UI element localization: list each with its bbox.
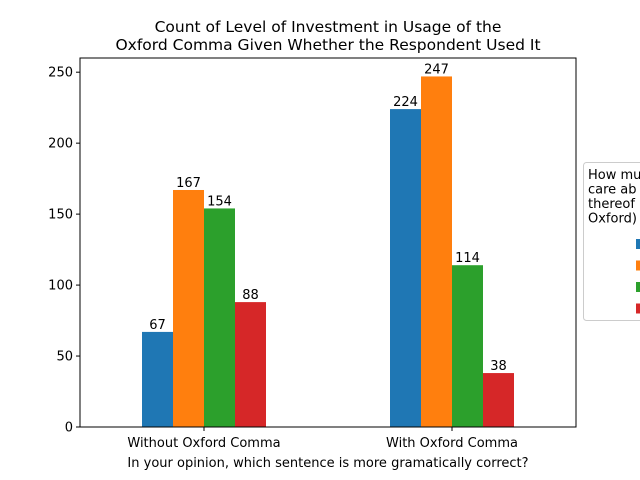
- x-tick-label: Without Oxford Comma: [127, 436, 280, 451]
- bar-1-2: [452, 265, 483, 427]
- y-tick-label: 200: [48, 137, 73, 152]
- bar-0-2: [204, 208, 235, 427]
- legend-swatch-0: [636, 239, 640, 249]
- bar-value-label: 167: [176, 176, 201, 191]
- legend-swatch-1: [636, 260, 640, 271]
- y-tick-label: 100: [48, 279, 73, 294]
- bar-value-label: 224: [393, 95, 418, 110]
- bar-value-label: 88: [242, 288, 259, 303]
- bar-value-label: 38: [490, 359, 507, 374]
- bar-value-label: 67: [149, 318, 166, 333]
- bar-0-3: [235, 302, 266, 427]
- bar-1-0: [390, 109, 421, 427]
- y-tick-label: 250: [48, 66, 73, 81]
- bar-value-label: 114: [455, 251, 480, 266]
- bars-group: [142, 76, 514, 427]
- legend-swatch-2: [636, 282, 640, 292]
- legend-title-line: care ab: [588, 183, 637, 198]
- x-axis-label: In your opinion, which sentence is more …: [127, 456, 528, 471]
- y-tick-label: 50: [56, 350, 73, 365]
- y-tick-label: 150: [48, 208, 73, 223]
- x-axis: Without Oxford Comma With Oxford Comma: [127, 427, 518, 451]
- x-tick-label: With Oxford Comma: [386, 436, 518, 451]
- legend-title-line: How mu: [588, 168, 640, 183]
- legend-box: [583, 162, 640, 321]
- y-axis: 0 50 100 150 200 250: [48, 66, 80, 436]
- bar-value-label: 247: [424, 62, 449, 77]
- bar-value-label: 154: [207, 194, 232, 209]
- bar-0-1: [173, 189, 204, 427]
- legend-title-line: thereof: [588, 197, 635, 212]
- bar-0-0: [142, 331, 173, 427]
- legend-title-line: Oxford): [588, 212, 637, 227]
- chart-title-line-1: Count of Level of Investment in Usage of…: [155, 18, 502, 36]
- plot-frame: [79, 57, 577, 428]
- bar-1-1: [421, 76, 452, 427]
- y-tick-label: 0: [65, 421, 73, 436]
- bar-labels-group: 67 167 154 88 224 247 114 38: [149, 62, 507, 374]
- chart-title-line-2: Oxford Comma Given Whether the Responden…: [115, 36, 540, 54]
- legend-swatch-3: [636, 303, 640, 314]
- bar-1-3: [483, 373, 514, 427]
